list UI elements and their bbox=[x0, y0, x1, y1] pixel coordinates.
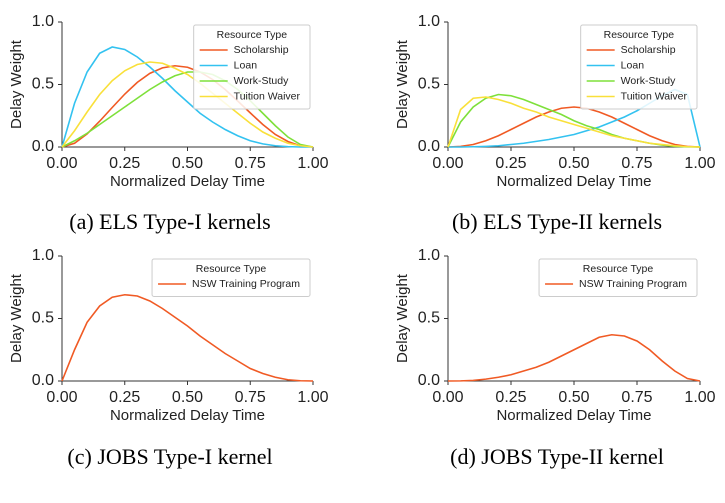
legend: Resource Type Scholarship Loan Work-Study Tu… bbox=[580, 24, 698, 110]
legend-title: Resource Type bbox=[583, 263, 654, 275]
legend-title: Resource Type bbox=[604, 29, 675, 41]
y-tick-label: 1.0 bbox=[418, 247, 440, 264]
x-tick-label: 0.75 bbox=[235, 389, 266, 406]
y-tick-label: 0.0 bbox=[32, 138, 54, 155]
x-tick-label: 1.00 bbox=[684, 389, 715, 406]
y-tick-label: 0.0 bbox=[418, 372, 440, 389]
legend-label: Scholarship bbox=[621, 44, 676, 56]
legend: Resource Type NSW Training Program bbox=[151, 258, 311, 297]
x-tick-label: 1.00 bbox=[297, 389, 328, 406]
y-tick-label: 0.5 bbox=[32, 76, 54, 93]
legend-label: Work-Study bbox=[621, 75, 676, 87]
legend: Resource Type NSW Training Program bbox=[538, 258, 698, 297]
legend-box bbox=[538, 258, 698, 297]
x-tick-label: 0.50 bbox=[558, 389, 589, 406]
x-tick-label: 0.75 bbox=[621, 155, 652, 172]
series-line bbox=[61, 71, 314, 148]
legend: Resource Type Scholarship Loan Work-Study Tu… bbox=[193, 24, 311, 110]
x-axis-label: Normalized Delay Time bbox=[110, 407, 265, 424]
series-line bbox=[61, 293, 314, 382]
y-tick-label: 0.0 bbox=[418, 138, 440, 155]
y-tick-label: 0.0 bbox=[32, 372, 54, 389]
x-tick-label: 0.75 bbox=[621, 389, 652, 406]
y-tick-label: 0.5 bbox=[32, 310, 54, 327]
series-line bbox=[447, 106, 701, 148]
x-tick-label: 0.25 bbox=[109, 155, 140, 172]
x-tick-label: 0.50 bbox=[558, 155, 589, 172]
y-axis-label: Delay Weight bbox=[394, 39, 411, 129]
x-tick-label: 0.25 bbox=[495, 389, 526, 406]
x-tick-label: 0.25 bbox=[495, 155, 526, 172]
y-axis-label: Delay Weight bbox=[8, 39, 25, 129]
legend-label: NSW Training Program bbox=[192, 278, 300, 290]
legend-title: Resource Type bbox=[196, 263, 267, 275]
panel: 0.0 0.5 1.0 0.00 0.25 0.50 0.75 1.00 Normalized … bbox=[394, 247, 716, 424]
caption: (c) JOBS Type-I kernel bbox=[67, 444, 272, 469]
caption: (d) JOBS Type-II kernel bbox=[450, 444, 664, 469]
panel: 0.0 0.5 1.0 0.00 0.25 0.50 0.75 1.00 Normalized … bbox=[8, 247, 329, 424]
y-tick-label: 0.5 bbox=[418, 310, 440, 327]
x-tick-label: 0.00 bbox=[432, 155, 463, 172]
legend-label: Tuition Waiver bbox=[234, 90, 301, 102]
series-line bbox=[447, 333, 701, 382]
legend-title: Resource Type bbox=[217, 29, 288, 41]
x-tick-label: 1.00 bbox=[684, 155, 715, 172]
y-tick-label: 1.0 bbox=[32, 247, 54, 264]
x-tick-label: 0.75 bbox=[235, 155, 266, 172]
x-tick-label: 0.00 bbox=[46, 389, 77, 406]
x-tick-label: 0.00 bbox=[432, 389, 463, 406]
legend-label: Scholarship bbox=[234, 44, 289, 56]
legend-box bbox=[580, 24, 698, 110]
legend-label: Loan bbox=[621, 59, 645, 71]
y-axis-label: Delay Weight bbox=[394, 273, 411, 363]
legend-box bbox=[151, 258, 311, 297]
x-tick-label: 1.00 bbox=[297, 155, 328, 172]
x-tick-label: 0.50 bbox=[172, 155, 203, 172]
legend-box bbox=[193, 24, 311, 110]
x-tick-label: 0.00 bbox=[46, 155, 77, 172]
series-line bbox=[61, 61, 314, 148]
x-axis-label: Normalized Delay Time bbox=[110, 173, 265, 190]
legend-label: NSW Training Program bbox=[579, 278, 687, 290]
series-line bbox=[447, 96, 701, 148]
legend-label: Work-Study bbox=[234, 75, 289, 87]
y-tick-label: 0.5 bbox=[418, 76, 440, 93]
y-tick-label: 1.0 bbox=[418, 13, 440, 30]
panel: 0.0 0.5 1.0 0.00 0.25 0.50 0.75 1.00 Normalized … bbox=[8, 13, 329, 190]
y-tick-label: 1.0 bbox=[32, 13, 54, 30]
legend-label: Tuition Waiver bbox=[621, 90, 688, 102]
panel: 0.0 0.5 1.0 0.00 0.25 0.50 0.75 1.00 Normalized … bbox=[394, 13, 716, 190]
series-line bbox=[61, 46, 313, 148]
legend-label: Loan bbox=[234, 59, 258, 71]
y-axis-label: Delay Weight bbox=[8, 273, 25, 363]
caption: (a) ELS Type-I kernels bbox=[69, 209, 270, 234]
series-line bbox=[61, 64, 314, 148]
x-axis-label: Normalized Delay Time bbox=[496, 173, 651, 190]
x-axis-label: Normalized Delay Time bbox=[496, 407, 651, 424]
x-tick-label: 0.50 bbox=[172, 389, 203, 406]
x-tick-label: 0.25 bbox=[109, 389, 140, 406]
caption: (b) ELS Type-II kernels bbox=[452, 209, 662, 234]
